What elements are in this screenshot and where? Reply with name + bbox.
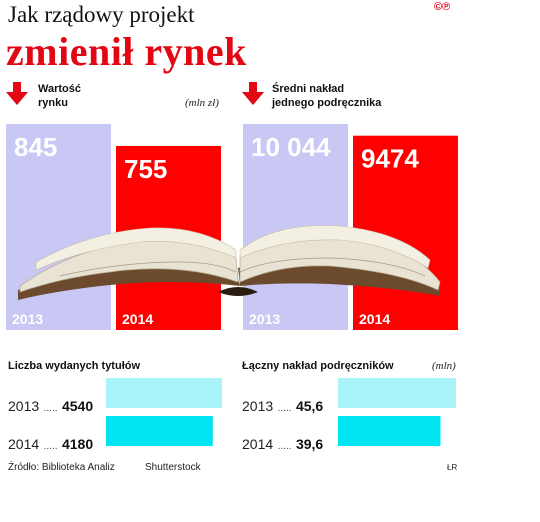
source-note: Źródło: Biblioteka Analiz — [8, 462, 115, 473]
market-value-unit: (mln zł) — [185, 97, 219, 109]
bar-year-label: 2013 — [12, 311, 43, 327]
bottom-bar-charts — [106, 378, 456, 446]
avg-print-run-label-line1: Średni nakład — [272, 83, 345, 95]
hbar-2013 — [106, 378, 222, 408]
bar-value-label: 9474 — [361, 144, 419, 174]
row-year: 2013 — [242, 398, 274, 414]
market-value-label-line1: Wartość — [38, 83, 81, 95]
hbar-2014 — [106, 416, 213, 446]
row-value: 4180 — [61, 436, 94, 452]
titles-count-title: Liczba wydanych tytułów — [8, 360, 141, 372]
total-print-run-title: Łączny nakład podręczników — [242, 360, 394, 372]
open-book-illustration — [18, 225, 441, 300]
down-arrow-icon — [6, 82, 28, 105]
row-value: 39,6 — [295, 436, 324, 452]
author-initials: ŁR — [447, 463, 458, 472]
bar-value-label: 845 — [14, 132, 57, 162]
print-run-row-2014: 2014 ..... 39,6 — [242, 436, 323, 454]
titles-row-2013: 2013 ..... 4540 — [8, 398, 93, 416]
titles-row-2014: 2014 ..... 4180 — [8, 436, 93, 454]
down-arrow-icon — [242, 82, 264, 105]
headline-line-2: zmienił rynek — [6, 29, 247, 74]
row-dots: ..... — [43, 403, 58, 414]
avg-print-run-label: Średni nakład jednego podręcznika — [272, 82, 381, 110]
photo-credit: Shutterstock — [145, 462, 201, 473]
bar-year-label: 2014 — [122, 311, 153, 327]
market-value-label: Wartość rynku — [38, 82, 81, 110]
top-bar-charts: 845 2013 755 2014 10 044 2013 9474 2014 — [6, 124, 458, 330]
bar-value-label: 10 044 — [251, 132, 331, 162]
total-print-run-unit: (mln) — [432, 360, 456, 372]
market-value-label-line2: rynku — [38, 97, 68, 109]
row-dots: ..... — [43, 441, 58, 452]
copyright-mark: ©℗ — [434, 1, 451, 13]
row-year: 2014 — [242, 436, 274, 452]
row-value: 4540 — [61, 398, 94, 414]
avg-print-run-label-line2: jednego podręcznika — [272, 97, 382, 109]
bar-year-label: 2013 — [249, 311, 280, 327]
bar-year-label: 2014 — [359, 311, 390, 327]
headline-line-1: Jak rządowy projekt — [8, 2, 195, 27]
hbar-2013 — [338, 378, 456, 408]
row-year: 2013 — [8, 398, 40, 414]
row-value: 45,6 — [295, 398, 324, 414]
row-year: 2014 — [8, 436, 40, 452]
row-dots: ..... — [277, 441, 292, 452]
bar-value-label: 755 — [124, 154, 167, 184]
hbar-2014 — [338, 416, 441, 446]
print-run-row-2013: 2013 ..... 45,6 — [242, 398, 323, 416]
row-dots: ..... — [277, 403, 292, 414]
